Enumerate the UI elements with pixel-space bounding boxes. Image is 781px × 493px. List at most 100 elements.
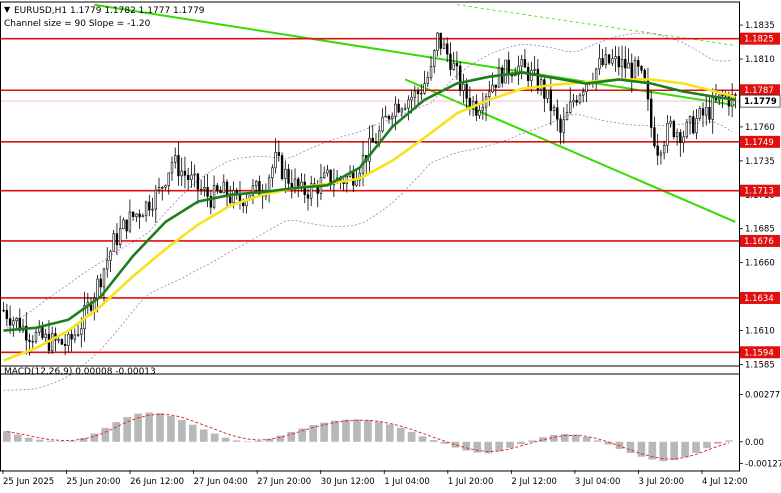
- bollinger-lower: [3, 113, 733, 391]
- time-tick-label: 27 Jun 20:00: [257, 477, 311, 487]
- candle-body: [452, 62, 455, 70]
- candle-body: [653, 127, 656, 147]
- candle-body: [543, 79, 546, 99]
- candle-body: [368, 137, 371, 162]
- candle-body: [468, 97, 472, 108]
- candle-body: [5, 310, 9, 319]
- candle-body: [575, 100, 578, 103]
- candle-body: [73, 334, 77, 340]
- macd-bar: [13, 434, 22, 442]
- candle-body: [138, 213, 141, 218]
- candle-body: [190, 174, 193, 180]
- level-tag: [740, 135, 780, 148]
- level-tag: [740, 84, 780, 97]
- macd-label: MACD(12,26,9) 0.00008 -0.00013: [4, 367, 156, 377]
- candle-body: [41, 326, 44, 338]
- candle-body: [34, 331, 38, 342]
- moving-averages: [3, 71, 736, 362]
- macd-bar: [385, 424, 394, 442]
- macd-bar: [659, 441, 668, 462]
- candle-body: [238, 194, 242, 202]
- candle-body: [381, 116, 384, 132]
- channel-line: Channel size = 90 Slope = -1.20: [4, 19, 151, 29]
- candle-body: [212, 185, 216, 208]
- candle-body: [203, 187, 206, 190]
- candle-body: [183, 170, 187, 176]
- candle-body: [569, 101, 572, 113]
- candle-body: [598, 58, 601, 70]
- candle-body: [310, 183, 313, 199]
- candle-body: [394, 103, 397, 117]
- macd-bar: [725, 440, 733, 442]
- candle-body: [617, 56, 621, 68]
- macd-bar: [528, 440, 536, 442]
- candle-body: [410, 96, 413, 101]
- candle-body: [326, 169, 329, 174]
- current-price-tag: [739, 94, 781, 108]
- candle-body: [601, 58, 604, 66]
- candle-body: [504, 59, 507, 84]
- candle-body: [582, 91, 585, 96]
- candle-body: [594, 68, 598, 82]
- candle-body: [436, 32, 439, 51]
- candle-body: [390, 115, 394, 120]
- candle-body: [429, 66, 433, 79]
- header-arrow-icon: ▼: [4, 5, 11, 14]
- candle-body: [458, 65, 462, 91]
- macd-bar: [703, 441, 711, 449]
- candle-body: [384, 115, 387, 118]
- candle-body: [705, 106, 708, 116]
- price-tick-label: 1.1685: [745, 225, 775, 235]
- macd-bar: [593, 440, 602, 442]
- candle-body: [488, 91, 491, 98]
- candle-body: [607, 54, 611, 64]
- macd-tick-label: 0.00277: [745, 391, 780, 401]
- candle-body: [371, 137, 374, 143]
- candle-body: [685, 121, 689, 138]
- macd-bar: [112, 422, 121, 442]
- candle-body: [692, 116, 695, 134]
- time-tick-label: 3 Jul 04:00: [575, 477, 621, 487]
- time-tick-label: 1 Jul 20:00: [448, 477, 494, 487]
- level-tag: [740, 346, 780, 359]
- candle-body: [462, 83, 465, 91]
- candles: [2, 32, 737, 356]
- candle-body: [80, 328, 83, 335]
- candle-body: [546, 89, 549, 99]
- macd-bar: [560, 433, 569, 442]
- candle-body: [403, 107, 407, 110]
- candle-body: [277, 152, 281, 156]
- candle-body: [322, 172, 326, 179]
- candle-body: [206, 187, 209, 197]
- candle-body: [112, 233, 115, 252]
- time-tick-label: 4 Jul 12:00: [702, 477, 748, 487]
- macd-bar: [210, 433, 219, 442]
- support-resistance-levels: [0, 37, 739, 354]
- candle-body: [225, 181, 229, 198]
- candle-body: [267, 177, 271, 192]
- candle-body: [44, 333, 47, 338]
- candle-body: [12, 320, 15, 326]
- macd-bar: [353, 419, 361, 442]
- candle-body: [186, 175, 190, 180]
- candle-body: [122, 219, 125, 229]
- macd-bar: [407, 431, 416, 442]
- candle-body: [481, 106, 485, 111]
- macd-bar: [396, 427, 405, 442]
- price-tick-label: 1.1585: [745, 360, 775, 370]
- candle-body: [76, 334, 80, 336]
- level-tag-label: 1.1825: [744, 35, 774, 45]
- candle-body: [174, 155, 177, 163]
- candle-body: [439, 32, 442, 49]
- candle-body: [734, 94, 737, 96]
- candle-body: [510, 74, 514, 77]
- candle-body: [423, 83, 426, 94]
- macd-bar: [440, 441, 449, 444]
- macd-bar: [374, 421, 383, 442]
- candle-body: [572, 100, 575, 103]
- candle-body: [455, 62, 459, 67]
- candle-body: [672, 120, 676, 138]
- candle-body: [533, 68, 536, 71]
